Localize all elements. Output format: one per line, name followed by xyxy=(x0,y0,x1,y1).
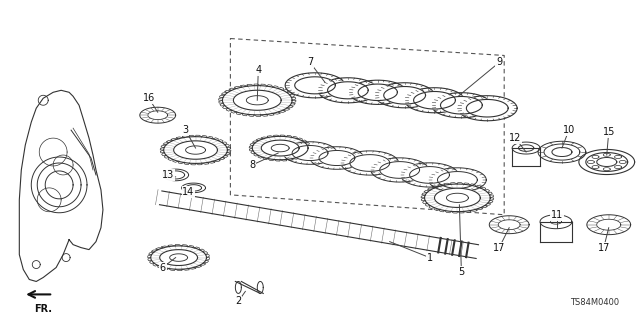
Text: 8: 8 xyxy=(249,160,255,170)
Polygon shape xyxy=(424,184,490,211)
Polygon shape xyxy=(436,238,479,258)
Polygon shape xyxy=(294,77,335,94)
Polygon shape xyxy=(429,168,486,192)
Polygon shape xyxy=(170,254,188,261)
Text: TS84M0400: TS84M0400 xyxy=(570,298,619,307)
Text: 17: 17 xyxy=(598,243,610,253)
Text: 1: 1 xyxy=(426,253,433,263)
Polygon shape xyxy=(587,215,630,235)
Polygon shape xyxy=(319,151,355,166)
Text: 6: 6 xyxy=(159,263,166,272)
Polygon shape xyxy=(271,144,289,152)
Polygon shape xyxy=(261,140,299,156)
Polygon shape xyxy=(401,163,458,187)
Polygon shape xyxy=(234,90,281,110)
Polygon shape xyxy=(318,78,378,103)
Text: 5: 5 xyxy=(458,266,465,277)
Text: 16: 16 xyxy=(143,93,155,103)
Polygon shape xyxy=(467,100,508,117)
Polygon shape xyxy=(413,92,456,109)
Text: 13: 13 xyxy=(161,170,174,180)
Text: 7: 7 xyxy=(307,57,313,67)
Polygon shape xyxy=(410,167,449,183)
Polygon shape xyxy=(164,137,227,163)
Polygon shape xyxy=(285,73,345,98)
Polygon shape xyxy=(186,146,205,154)
Polygon shape xyxy=(596,219,621,230)
Polygon shape xyxy=(380,162,420,178)
Polygon shape xyxy=(223,85,292,115)
Polygon shape xyxy=(458,96,517,121)
Polygon shape xyxy=(160,250,198,265)
Polygon shape xyxy=(283,142,337,164)
Polygon shape xyxy=(292,145,328,160)
Polygon shape xyxy=(328,82,368,99)
Polygon shape xyxy=(341,151,399,175)
Polygon shape xyxy=(404,88,465,113)
Polygon shape xyxy=(512,148,540,166)
Text: 14: 14 xyxy=(182,187,195,197)
Text: 12: 12 xyxy=(509,133,522,143)
Polygon shape xyxy=(552,148,572,157)
Polygon shape xyxy=(540,222,572,241)
Polygon shape xyxy=(438,172,477,188)
Polygon shape xyxy=(236,281,260,293)
Polygon shape xyxy=(435,188,480,207)
Polygon shape xyxy=(431,93,492,118)
Polygon shape xyxy=(148,111,168,120)
Polygon shape xyxy=(349,80,406,104)
Text: 10: 10 xyxy=(563,125,575,135)
Polygon shape xyxy=(246,96,268,105)
Text: 17: 17 xyxy=(493,243,506,253)
Polygon shape xyxy=(140,107,175,123)
Polygon shape xyxy=(151,246,207,269)
Polygon shape xyxy=(440,96,483,114)
Text: 3: 3 xyxy=(182,125,189,135)
Text: 9: 9 xyxy=(496,57,502,67)
Text: 11: 11 xyxy=(551,210,563,220)
Polygon shape xyxy=(596,158,617,167)
Text: 2: 2 xyxy=(236,296,241,306)
Polygon shape xyxy=(498,220,520,230)
Polygon shape xyxy=(252,136,308,160)
Polygon shape xyxy=(447,193,468,203)
Text: 15: 15 xyxy=(602,127,615,137)
Text: FR.: FR. xyxy=(34,304,52,314)
Polygon shape xyxy=(310,147,364,169)
Polygon shape xyxy=(350,155,390,171)
Polygon shape xyxy=(173,141,218,159)
Polygon shape xyxy=(489,216,529,234)
Polygon shape xyxy=(375,83,435,108)
Polygon shape xyxy=(384,86,426,104)
Polygon shape xyxy=(371,158,429,182)
Polygon shape xyxy=(358,84,397,100)
Text: 4: 4 xyxy=(255,65,261,75)
